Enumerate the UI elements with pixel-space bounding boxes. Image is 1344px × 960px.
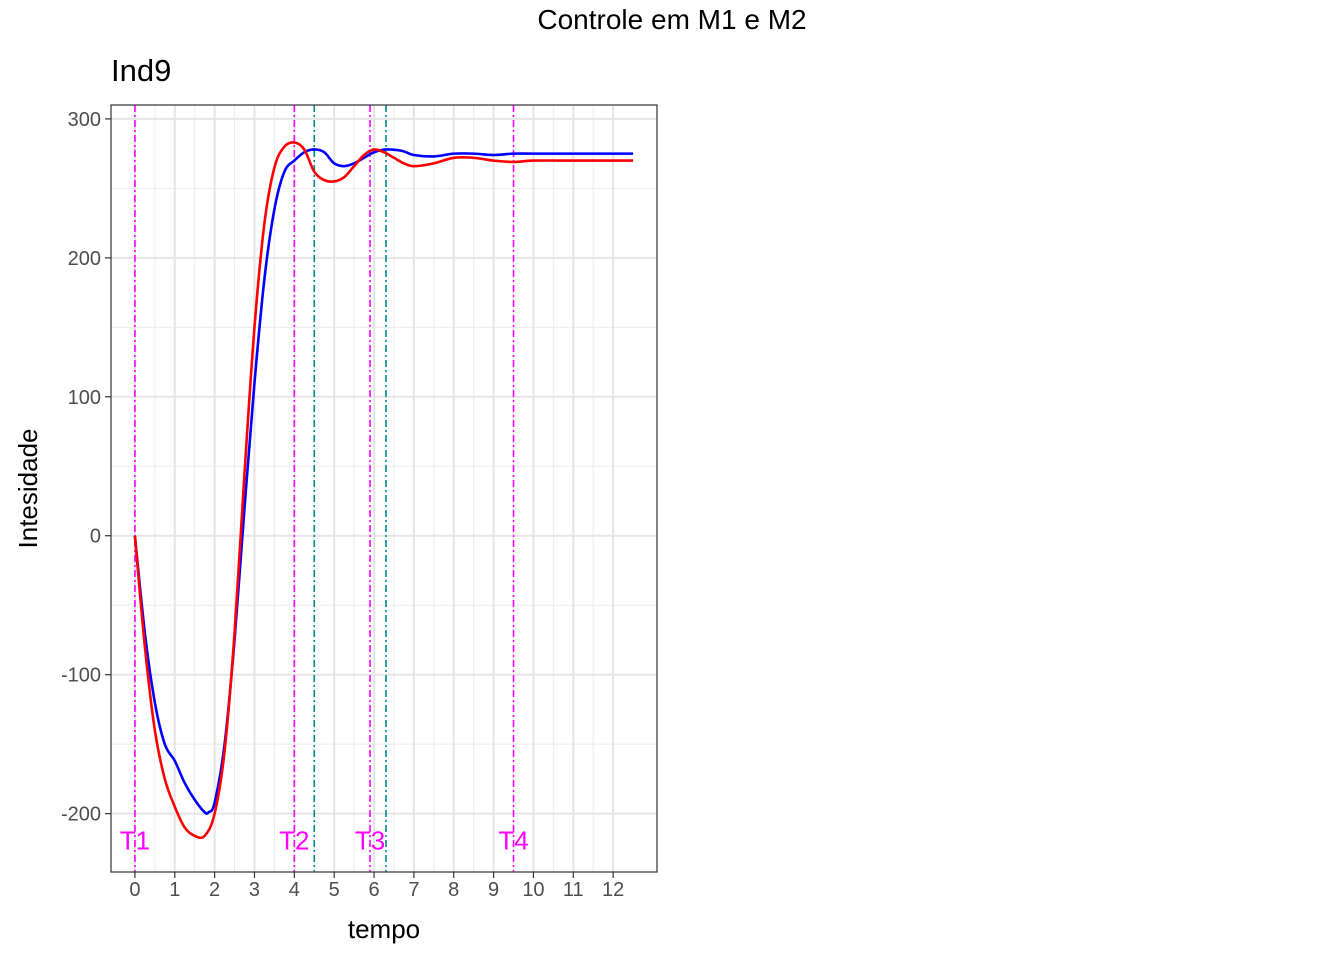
reference-line-label: T1 [120,826,150,856]
major-gridlines [111,105,657,872]
y-tick-label: 200 [68,248,101,270]
x-tick-label: 7 [408,879,419,901]
x-tick-label: 0 [129,879,140,901]
y-tick-label: 100 [68,387,101,409]
x-tick-label: 8 [448,879,459,901]
reference-line-label: T3 [355,826,385,856]
y-tick-label: -200 [61,804,101,826]
blue-series-line [133,148,634,815]
x-tick-label: 5 [329,879,340,901]
red-series-line [133,141,634,840]
x-tick-label: 4 [289,879,300,901]
x-tick-label: 3 [249,879,260,901]
x-tick-label: 9 [488,879,499,901]
x-tick-label: 10 [522,879,544,901]
reference-labels: T1 T2 T3 T4 [120,826,529,856]
panel-title: Ind9 [111,53,171,88]
y-axis-title: Intesidade [13,429,43,549]
plot-border [110,104,658,873]
x-tick-label: 1 [169,879,180,901]
minor-gridlines [111,105,657,872]
x-axis: 0 1 2 3 4 5 6 7 8 9 10 11 12 [129,872,624,901]
series-lines [133,141,634,840]
x-tick-label: 6 [368,879,379,901]
x-axis-title: tempo [348,914,420,944]
y-axis: -200 -100 0 100 200 300 [61,109,111,826]
reference-line-label: T2 [279,826,309,856]
x-tick-label: 2 [209,879,220,901]
x-tick-label: 11 [563,879,584,901]
x-tick-label: 12 [602,879,624,901]
y-tick-label: 300 [68,109,101,131]
y-tick-label: 0 [90,526,101,548]
reference-line-label: T4 [498,826,528,856]
figure-title: Controle em M1 e M2 [537,4,807,35]
y-tick-label: -100 [61,665,101,687]
plot-panel [111,105,657,872]
